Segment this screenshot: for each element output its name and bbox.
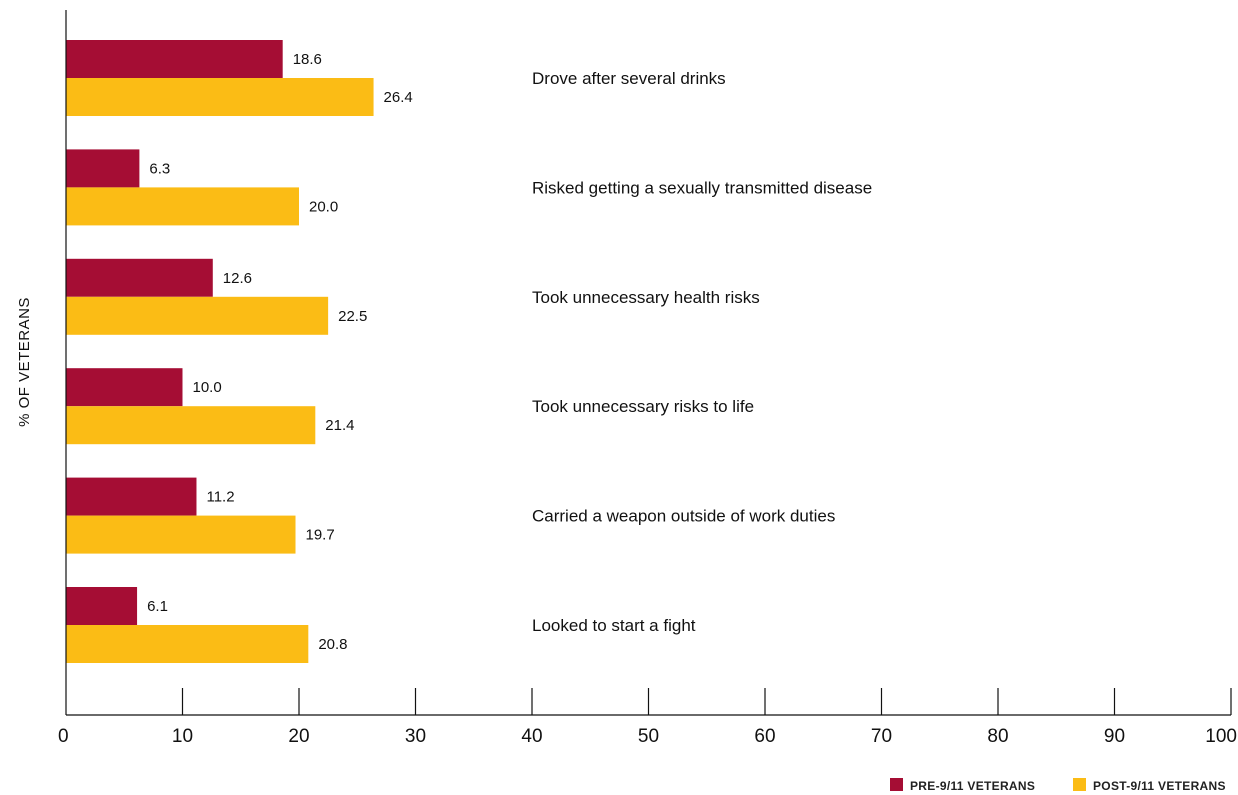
value-label: 20.8	[318, 636, 347, 653]
value-label: 6.3	[149, 160, 170, 177]
value-label: 26.4	[384, 89, 413, 106]
value-label: 6.1	[147, 598, 168, 615]
bar-post-2	[66, 296, 329, 335]
bar-post-5	[66, 625, 309, 663]
x-tick-label: 0	[58, 726, 69, 747]
x-tick-label: 100	[1205, 726, 1237, 747]
legend-label-pre: PRE-9/11 VETERANS	[910, 779, 1035, 793]
x-tick-label: 80	[987, 726, 1008, 747]
x-tick-label: 10	[172, 726, 193, 747]
bar-pre-4	[66, 477, 197, 516]
bar-pre-1	[66, 149, 140, 188]
value-label: 19.7	[306, 527, 335, 544]
y-axis-label: % OF VETERANS	[16, 297, 33, 427]
category-label: Risked getting a sexually transmitted di…	[532, 178, 872, 197]
value-label: 20.0	[309, 198, 338, 215]
value-label: 11.2	[206, 489, 234, 506]
category-labels-group: Drove after several drinks Risked getting…	[532, 69, 872, 635]
bar-post-4	[66, 515, 296, 554]
legend-swatch-post	[1073, 778, 1086, 791]
bars-group	[66, 40, 374, 663]
bar-post-3	[66, 406, 316, 445]
value-label: 10.0	[193, 379, 222, 396]
category-label: Took unnecessary risks to life	[532, 397, 754, 416]
category-label: Looked to start a fight	[532, 616, 696, 635]
x-tick-label: 50	[638, 726, 659, 747]
bar-pre-3	[66, 368, 183, 407]
value-label: 12.6	[223, 270, 252, 287]
value-label: 22.5	[338, 308, 367, 325]
value-label: 21.4	[325, 417, 354, 434]
category-label: Took unnecessary health risks	[532, 288, 760, 307]
x-ticks-group: 0 10 20 30 40 50 60 70 80 90 100	[58, 688, 1237, 747]
x-tick-label: 40	[521, 726, 542, 747]
bar-pre-0	[66, 40, 283, 78]
bar-pre-2	[66, 258, 213, 297]
x-tick-label: 90	[1104, 726, 1125, 747]
x-tick-label: 30	[405, 726, 426, 747]
category-label: Carried a weapon outside of work duties	[532, 507, 835, 526]
bar-post-1	[66, 187, 299, 226]
bar-pre-5	[66, 587, 138, 625]
x-tick-label: 60	[754, 726, 775, 747]
bar-post-0	[66, 78, 374, 116]
legend: PRE-9/11 VETERANS POST-9/11 VETERANS	[890, 778, 1226, 793]
legend-label-post: POST-9/11 VETERANS	[1093, 779, 1226, 793]
category-label: Drove after several drinks	[532, 69, 726, 88]
legend-swatch-pre	[890, 778, 903, 791]
value-label: 18.6	[293, 51, 322, 68]
x-tick-label: 70	[871, 726, 892, 747]
x-tick-label: 20	[288, 726, 309, 747]
value-labels-group: 18.6 26.4 6.3 20.0 12.6 22.5 10.0 21.4 11.2 19.7 6…	[147, 51, 413, 653]
